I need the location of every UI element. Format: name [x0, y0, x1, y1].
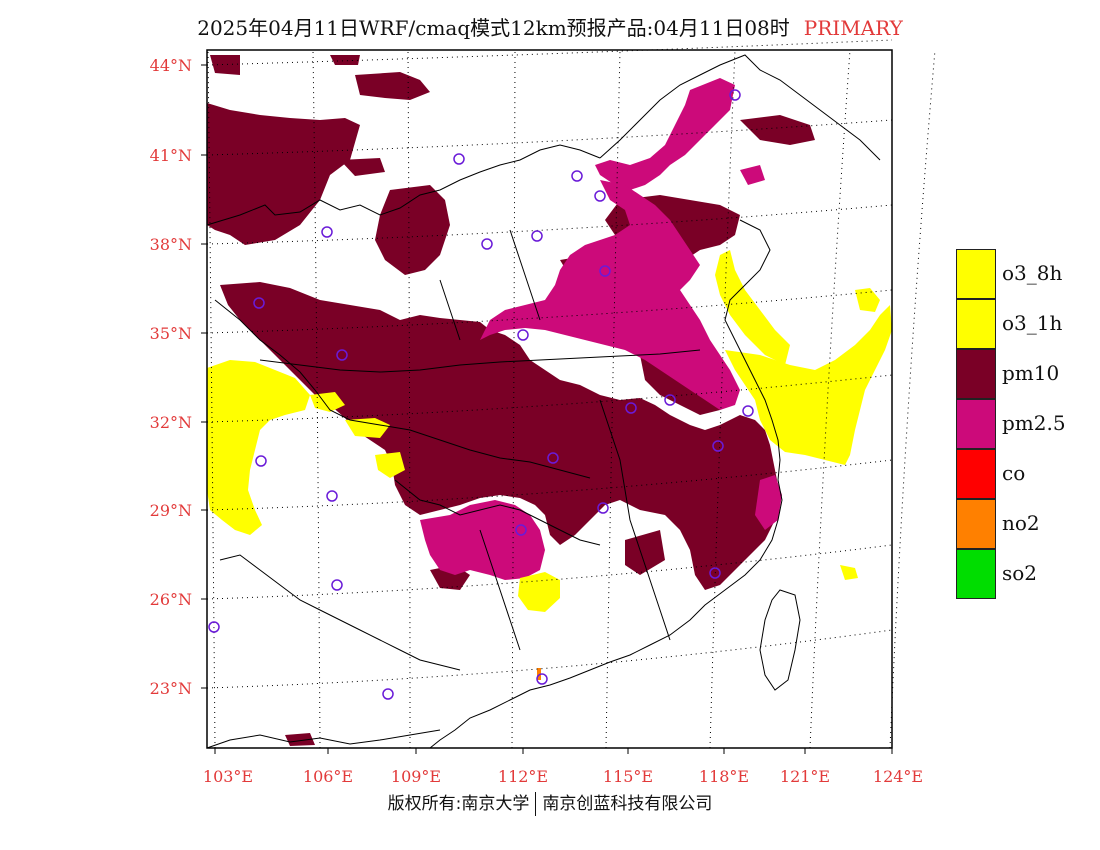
legend-swatch — [956, 499, 996, 549]
legend-label: o3_1h — [1002, 311, 1063, 335]
legend-swatch — [956, 299, 996, 349]
legend-swatch — [956, 349, 996, 399]
copyright-right: 南京创蓝科技有限公司 — [542, 794, 713, 814]
boundary-lines — [206, 54, 881, 749]
lon-label: 106°E — [303, 767, 353, 786]
lat-label: 29°N — [150, 501, 192, 520]
lat-label: 23°N — [150, 679, 192, 698]
legend-item-so2: so2 — [956, 549, 1086, 599]
legend-item-o3-1h: o3_1h — [956, 299, 1086, 349]
lon-label: 121°E — [780, 767, 830, 786]
legend-label: so2 — [1002, 561, 1038, 585]
map-title: 2025年04月11日WRF/cmaq模式12km预报产品:04月11日08时 P… — [0, 12, 1100, 41]
map-frame — [206, 49, 893, 749]
lon-label: 118°E — [699, 767, 749, 786]
copyright-separator — [535, 792, 537, 816]
copyright-left: 版权所有:南京大学 — [387, 794, 530, 814]
legend-label: o3_8h — [1002, 261, 1063, 285]
title-main: 2025年04月11日WRF/cmaq模式12km预报产品:04月11日08时 — [197, 16, 790, 40]
legend-label: pm2.5 — [1002, 411, 1066, 435]
lat-label: 26°N — [150, 590, 192, 609]
lon-label: 103°E — [203, 767, 253, 786]
axis-ticks — [201, 64, 893, 754]
legend-swatch — [956, 449, 996, 499]
legend-item-no2: no2 — [956, 499, 1086, 549]
legend-label: no2 — [1002, 511, 1040, 535]
legend-swatch — [956, 399, 996, 449]
legend-item-o3-8h: o3_8h — [956, 249, 1086, 299]
lon-label: 124°E — [873, 767, 923, 786]
title-tag: PRIMARY — [803, 16, 903, 40]
lat-label: 41°N — [150, 146, 192, 165]
legend-item-co: co — [956, 449, 1086, 499]
no2-spot — [537, 668, 541, 680]
lon-label: 109°E — [391, 767, 441, 786]
lat-label: 38°N — [150, 235, 192, 254]
legend-item-pm25: pm2.5 — [956, 399, 1086, 449]
legend-label: pm10 — [1002, 361, 1060, 385]
legend-swatch — [956, 249, 996, 299]
legend-item-pm10: pm10 — [956, 349, 1086, 399]
lon-label: 115°E — [603, 767, 653, 786]
lat-label: 32°N — [150, 413, 192, 432]
lat-label: 35°N — [150, 324, 192, 343]
lat-label: 44°N — [150, 56, 192, 75]
o3-region — [207, 250, 892, 612]
lon-label: 112°E — [498, 767, 548, 786]
legend-label: co — [1002, 461, 1026, 485]
legend-swatch — [956, 549, 996, 599]
legend: o3_8h o3_1h pm10 pm2.5 co no2 so2 — [956, 249, 1086, 599]
station-markers — [208, 89, 754, 700]
copyright: 版权所有:南京大学 南京创蓝科技有限公司 — [0, 789, 1100, 816]
